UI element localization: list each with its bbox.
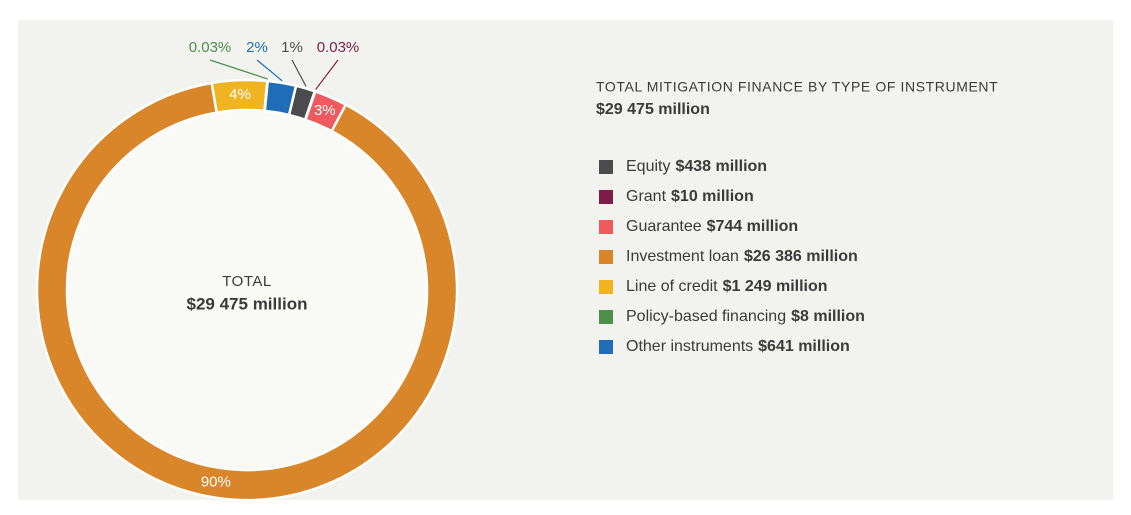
legend-entry: Guarantee $744 million bbox=[626, 218, 798, 235]
legend-amount: $1 249 million bbox=[723, 278, 828, 295]
legend-entry: Other instruments $641 million bbox=[626, 338, 850, 355]
legend-amount: $744 million bbox=[707, 218, 799, 235]
legend-name: Grant bbox=[626, 188, 667, 205]
legend-amount: $29 475 million bbox=[596, 101, 710, 118]
legend-entry: Grant $10 million bbox=[626, 188, 754, 205]
legend-swatch bbox=[599, 250, 613, 264]
legend-amount: $10 million bbox=[671, 188, 754, 205]
leader-line bbox=[209, 59, 268, 80]
legend-amount: $8 million bbox=[791, 308, 865, 325]
legend-name: Other instruments bbox=[626, 338, 753, 355]
legend-swatch bbox=[599, 160, 613, 174]
leader-line bbox=[315, 59, 339, 90]
legend-swatch bbox=[599, 220, 613, 234]
legend-entry: Investment loan $26 386 million bbox=[626, 248, 858, 265]
legend-name: Line of credit bbox=[626, 278, 718, 295]
legend-name: Guarantee bbox=[626, 218, 702, 235]
slice-label: 4% bbox=[229, 86, 251, 103]
leader-line bbox=[291, 59, 307, 87]
legend-swatch bbox=[599, 190, 613, 204]
slice-label: 0.03% bbox=[189, 39, 232, 56]
slice-label: 0.03% bbox=[317, 39, 360, 56]
legend-name: Investment loan bbox=[626, 248, 739, 265]
center-label: TOTAL bbox=[222, 273, 271, 290]
legend-amount: $438 million bbox=[675, 158, 767, 175]
legend-title: TOTAL MITIGATION FINANCE BY TYPE OF INST… bbox=[596, 79, 998, 95]
legend-entry: Line of credit $1 249 million bbox=[626, 278, 828, 295]
legend-name: Equity bbox=[626, 158, 670, 175]
legend-name: Policy-based financing bbox=[626, 308, 786, 325]
legend-swatch bbox=[599, 340, 613, 354]
legend-amount: $26 386 million bbox=[744, 248, 858, 265]
slice-label: 1% bbox=[281, 39, 303, 56]
donut-slice bbox=[263, 79, 298, 117]
legend-swatch bbox=[599, 310, 613, 324]
legend-swatch bbox=[599, 280, 613, 294]
leader-line bbox=[256, 59, 283, 82]
slice-label: 3% bbox=[314, 102, 336, 119]
donut-center bbox=[65, 108, 429, 472]
legend-amount: $641 million bbox=[758, 338, 850, 355]
legend-entry: Policy-based financing $8 million bbox=[626, 308, 865, 325]
slice-label: 2% bbox=[246, 39, 268, 56]
slice-label: 90% bbox=[201, 473, 231, 490]
donut-slice bbox=[35, 81, 459, 502]
legend-entry: Equity $438 million bbox=[626, 158, 767, 175]
center-amount: $29 475 million bbox=[187, 294, 308, 313]
